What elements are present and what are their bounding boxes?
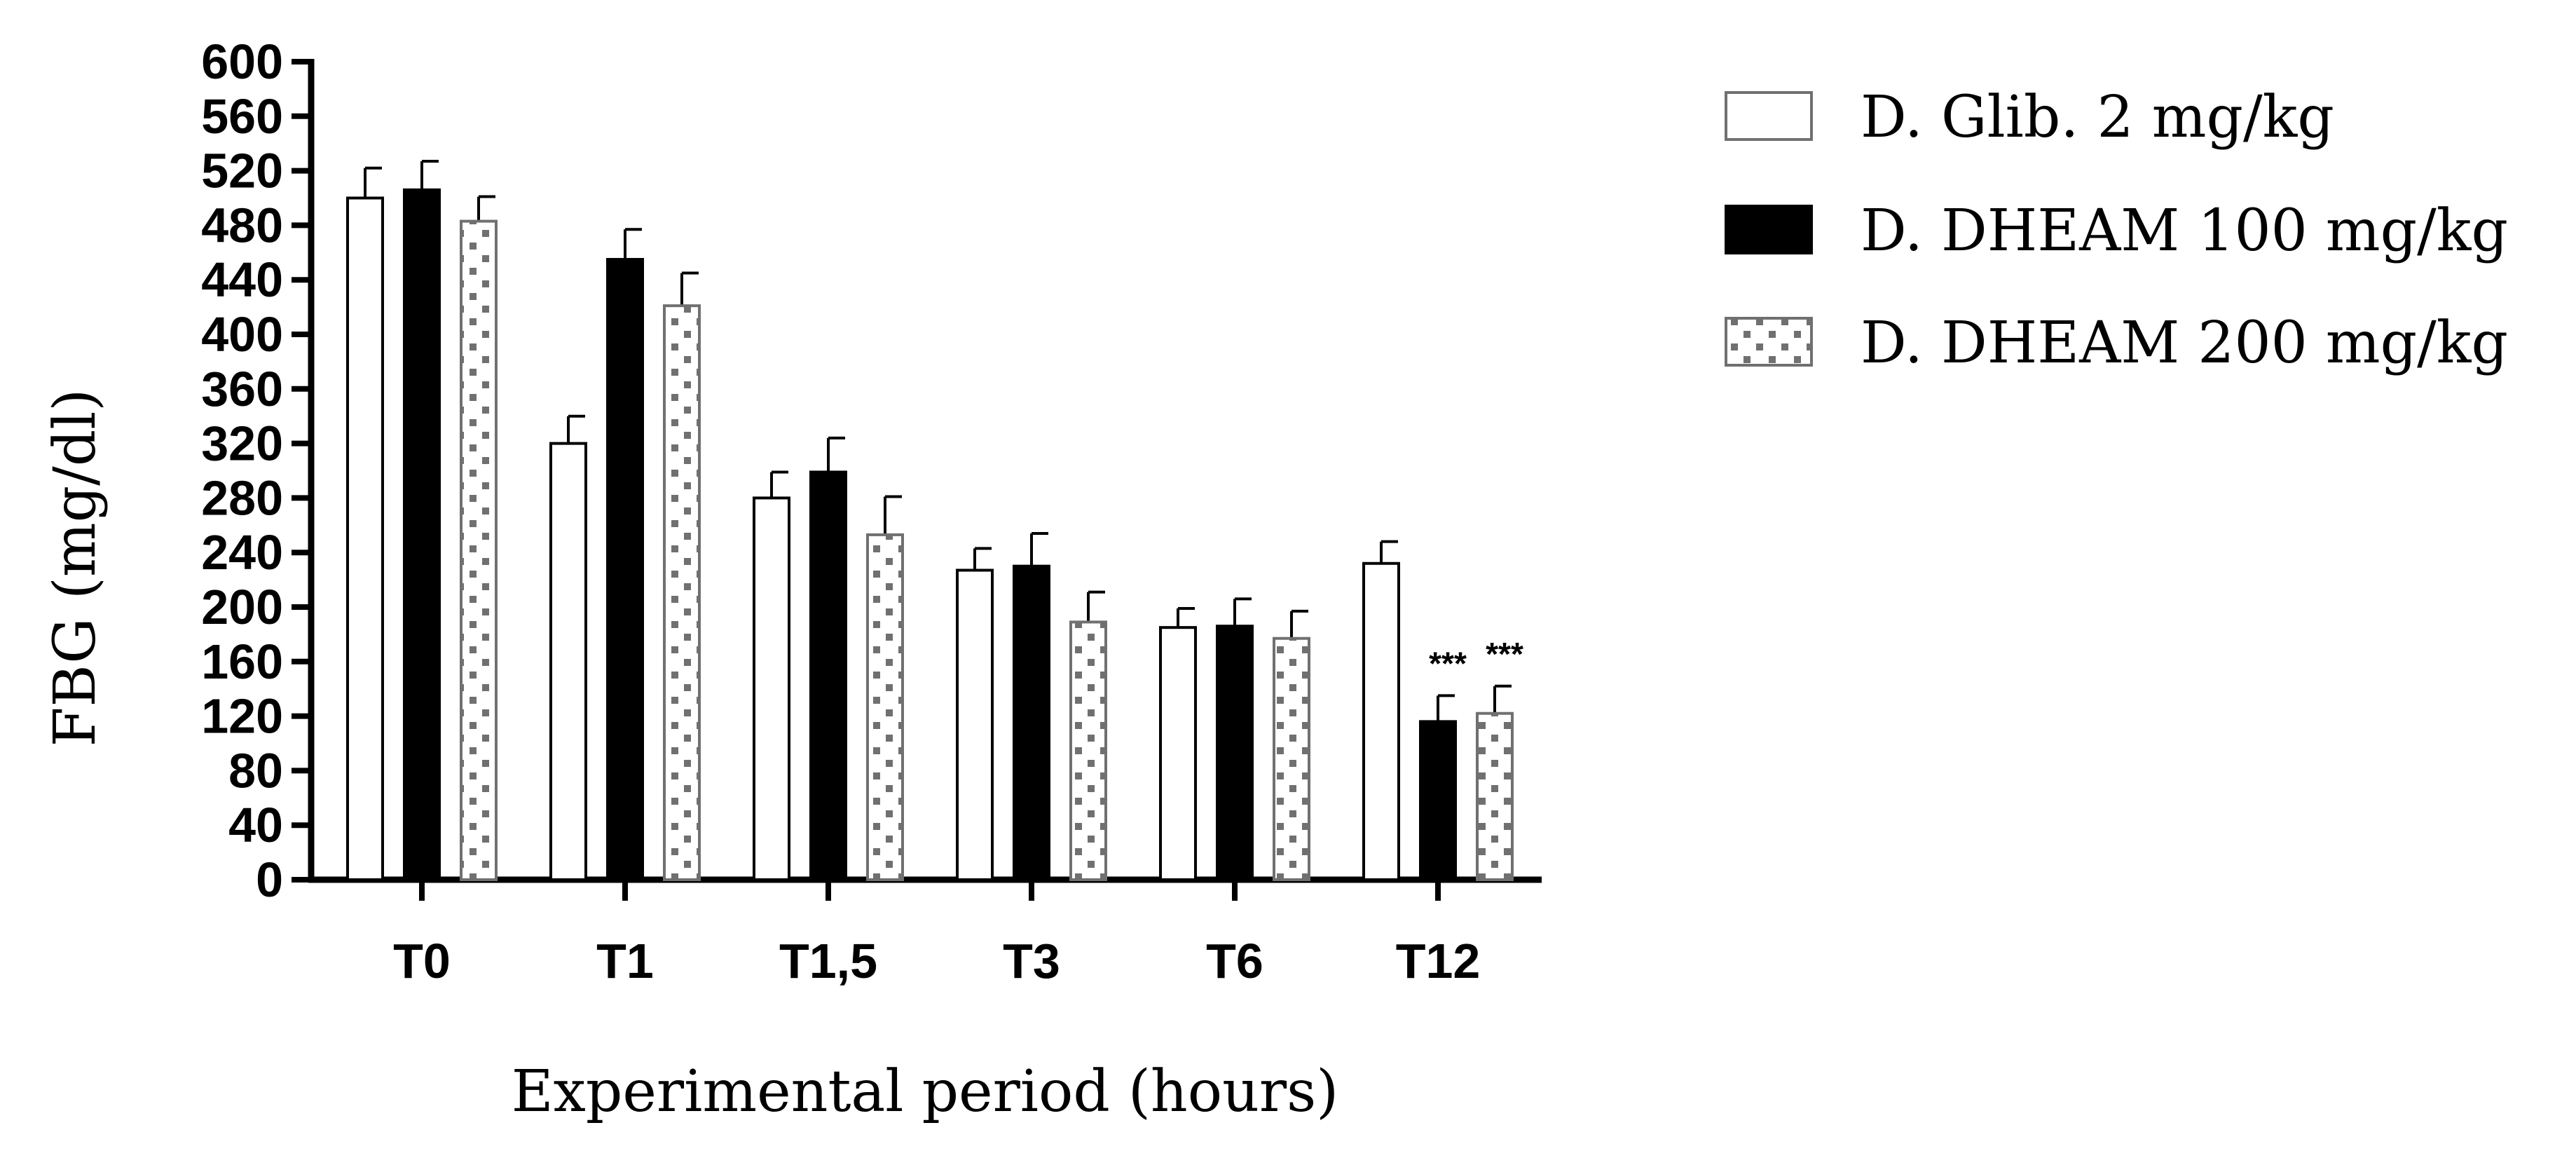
x-tick-label: T1,5 (779, 934, 877, 988)
legend-swatch-1 (1725, 205, 1813, 254)
bar-black-T6 (1216, 625, 1254, 881)
y-tick-label: 280 (201, 470, 283, 525)
legend-label-1: D. DHEAM 100 mg/kg (1861, 198, 2508, 264)
bar-white-T6 (1159, 626, 1197, 881)
y-tick-label: 560 (201, 89, 283, 144)
y-tick-label: 520 (201, 144, 283, 198)
y-tick-label: 600 (201, 34, 283, 89)
bar-black-T3 (1013, 564, 1050, 882)
bar-black-T12 (1419, 720, 1457, 881)
bar-dotted-T1,5 (866, 533, 904, 881)
axes (292, 59, 1542, 901)
x-axis-title: Experimental period (hours) (512, 1058, 1338, 1125)
legend: D. Glib. 2 mg/kg D. DHEAM 100 mg/kg D. D… (1725, 84, 2508, 376)
legend-swatch-2 (1725, 317, 1813, 367)
y-tick-label: 160 (201, 634, 283, 689)
bar-white-T3 (956, 568, 994, 881)
y-tick-label: 40 (228, 798, 283, 852)
bar-black-T1 (606, 258, 644, 881)
x-tick-label: T3 (1003, 934, 1060, 988)
y-tick-label: 360 (201, 362, 283, 416)
x-tick-label: T0 (393, 934, 451, 988)
bar-white-T1 (549, 442, 587, 881)
y-tick-label: 240 (201, 525, 283, 580)
bar-dotted-T6 (1273, 636, 1310, 881)
bar-dotted-T12 (1476, 711, 1514, 882)
y-tick-label: 0 (256, 852, 283, 907)
y-tick-label: 320 (201, 416, 283, 471)
bar-white-T12 (1362, 561, 1400, 881)
bars (346, 159, 1514, 882)
x-tick-label: T6 (1206, 934, 1263, 988)
y-tick-label: 120 (201, 689, 283, 744)
y-tick-label: 400 (201, 307, 283, 362)
labels: 0408012016020024028032036040044048052056… (201, 34, 1523, 988)
y-tick-label: 200 (201, 580, 283, 634)
bar-black-T0 (403, 188, 441, 881)
y-axis-title: FBG (mg/dl) (42, 389, 109, 747)
legend-label-2: D. DHEAM 200 mg/kg (1861, 310, 2508, 376)
x-tick-label: T12 (1396, 934, 1481, 988)
bar-dotted-T0 (460, 219, 498, 881)
y-tick-label: 480 (201, 198, 283, 252)
bar-white-T1,5 (753, 496, 790, 881)
bar-white-T0 (346, 196, 384, 881)
bar-dotted-T1 (663, 304, 701, 881)
significance-label: *** (1429, 645, 1467, 681)
bar-dotted-T3 (1069, 620, 1107, 882)
y-tick-label: 440 (201, 252, 283, 307)
significance-label: *** (1486, 636, 1523, 672)
y-tick-label: 80 (228, 743, 283, 798)
legend-swatch-0 (1725, 91, 1813, 141)
legend-label-0: D. Glib. 2 mg/kg (1861, 84, 2334, 151)
x-tick-label: T1 (596, 934, 654, 988)
bar-black-T1,5 (809, 470, 847, 881)
